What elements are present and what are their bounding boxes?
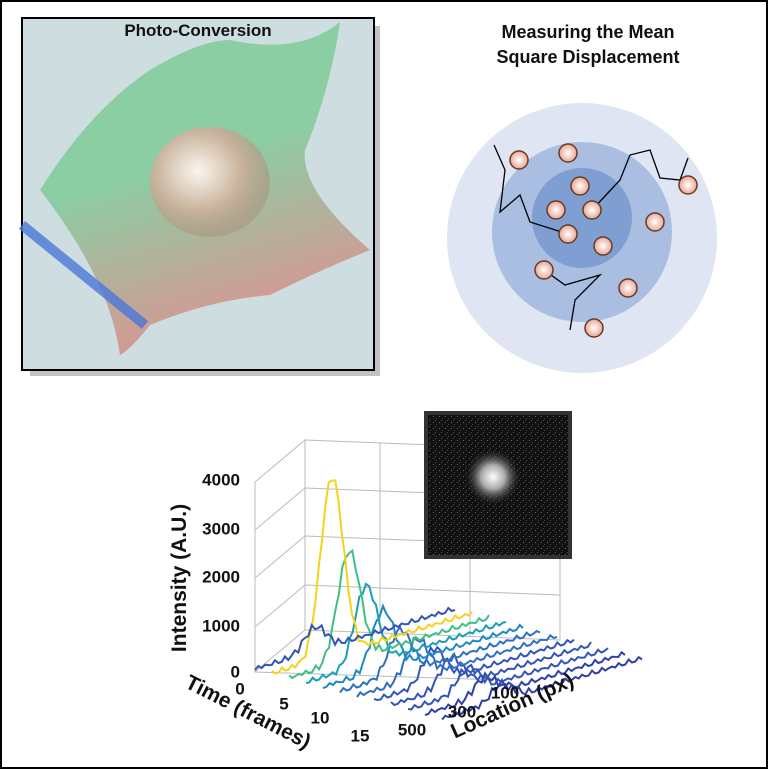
- intensity-trace: [424, 650, 626, 716]
- particle: [509, 150, 529, 170]
- walk: [493, 144, 569, 235]
- panel-title: Measuring the Mean: [501, 22, 674, 42]
- walk: [543, 269, 603, 331]
- intensity-trace: [322, 603, 524, 689]
- particle: [584, 318, 604, 338]
- y-tick: 2000: [202, 567, 240, 586]
- intensity-trace: [288, 548, 490, 680]
- y-tick: 4000: [202, 470, 240, 489]
- intensity-trace: [390, 641, 592, 707]
- y-tick: 1000: [202, 616, 240, 635]
- intensity-trace: [271, 479, 473, 675]
- time-tick: 0: [235, 679, 244, 698]
- y-axis-label: Intensity (A.U.): [168, 504, 191, 652]
- particle: [546, 200, 566, 220]
- grid-line: [254, 535, 306, 579]
- panel-title: Square Displacement: [496, 47, 679, 67]
- laser-beam: [18, 221, 149, 329]
- particle: [618, 278, 638, 298]
- y-tick: 0: [231, 662, 240, 681]
- location-tick: 100: [491, 683, 519, 702]
- panel-title: Photo-Conversion: [124, 21, 271, 40]
- particle: [570, 176, 590, 196]
- nucleus: [150, 127, 270, 237]
- particle: [558, 143, 578, 163]
- location-tick: 300: [448, 702, 476, 721]
- y-tick: 3000: [202, 519, 240, 538]
- time-tick: 15: [351, 726, 370, 745]
- particle: [593, 236, 613, 256]
- intensity-trace: [254, 606, 456, 671]
- location-tick: 500: [398, 720, 426, 739]
- time-tick: 5: [279, 694, 288, 713]
- particle: [534, 260, 554, 280]
- intensity-trace: [407, 647, 609, 711]
- inset-glow: [448, 432, 548, 532]
- axis-box: [254, 438, 306, 673]
- particle: [678, 175, 698, 195]
- intensity-trace: [356, 633, 558, 698]
- grid-line: [254, 487, 306, 531]
- intensity-trace: [373, 638, 575, 702]
- particle: [582, 200, 602, 220]
- particles: [509, 143, 698, 338]
- intensity-trace: [305, 582, 507, 684]
- intensity-trace: [441, 655, 643, 721]
- particle: [645, 212, 665, 232]
- intensity-trace: [339, 624, 541, 694]
- grid-line: [254, 584, 306, 628]
- time-tick: 10: [311, 708, 330, 727]
- particle: [558, 224, 578, 244]
